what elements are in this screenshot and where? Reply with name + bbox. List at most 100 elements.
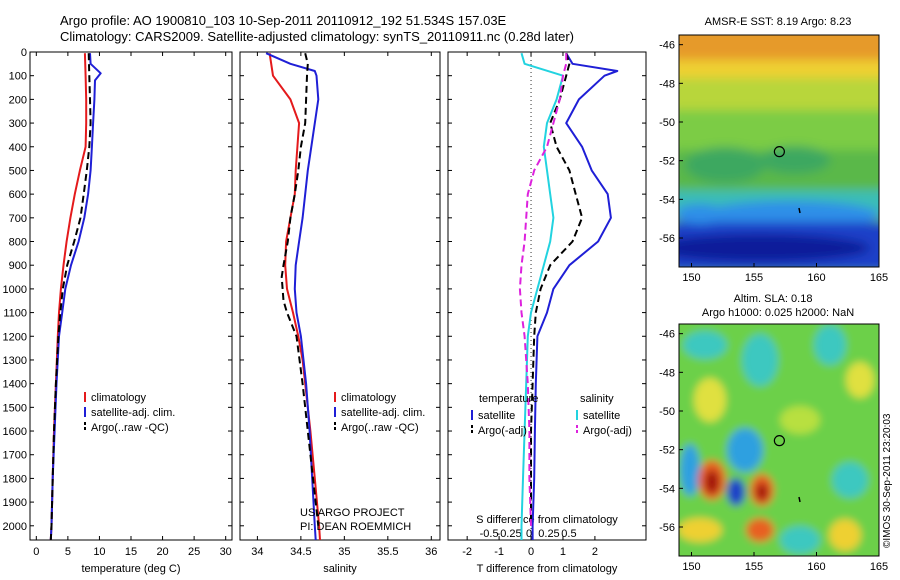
map-y-tick-label: -56 (659, 233, 675, 245)
y-tick-label: 1100 (3, 308, 27, 320)
legend-entry: Argo(..raw -QC) (341, 422, 419, 434)
plot-frame (447, 51, 647, 541)
series-line (531, 52, 619, 540)
legend-entry: climatology (91, 392, 147, 404)
sla-map-title: Altim. SLA: 0.18 (734, 293, 813, 305)
secondary-tick-label: -0.5 (480, 528, 499, 540)
legend-entry: satellite (478, 410, 515, 422)
sla-map-panel: Altim. SLA: 0.18 Argo h1000: 0.025 h2000… (659, 293, 888, 573)
y-tick-label: 1600 (3, 426, 27, 438)
sla-map-subtitle: Argo h1000: 0.025 h2000: NaN (702, 307, 854, 319)
sst-trajectory-mark (798, 207, 801, 214)
y-tick-label: 2000 (3, 521, 27, 533)
series-line (518, 53, 568, 526)
series-line (49, 53, 92, 541)
y-tick-label: 1400 (3, 379, 27, 391)
x-tick-label: -1 (494, 546, 504, 558)
y-tick-label: 1500 (3, 402, 27, 414)
secondary-tick-label: 0.5 (561, 528, 576, 540)
map-y-tick-label: -56 (659, 522, 675, 534)
legend-entry: satellite-adj. clim. (91, 407, 175, 419)
sla-argo-marker (773, 435, 785, 447)
series-line (280, 52, 320, 526)
legend-entry: Argo(-adj) (478, 425, 527, 437)
x-tick-label: 25 (188, 546, 200, 558)
y-tick-label: 500 (9, 165, 27, 177)
sst-argo-marker (773, 146, 785, 158)
series-line (520, 52, 564, 540)
map-x-tick-label: 160 (807, 272, 825, 284)
y-tick-label: 1300 (3, 355, 27, 367)
legend-title: salinity (580, 393, 614, 405)
legend-entry: satellite-adj. clim. (341, 407, 425, 419)
map-x-tick-label: 165 (870, 561, 888, 573)
y-tick-label: 900 (9, 260, 27, 272)
y-tick-label: 0 (21, 47, 27, 59)
map-x-tick-label: 150 (682, 561, 700, 573)
imos-credit: ©IMOS 30-Sep-2011 23:20:03 (882, 413, 893, 548)
x-tick-label: 34.5 (290, 546, 311, 558)
x-tick-label: 35 (338, 546, 350, 558)
x-tick-label: 1 (560, 546, 566, 558)
y-tick-label: 200 (9, 94, 27, 106)
legend-entry: climatology (341, 392, 397, 404)
y-tick-label: 100 (9, 71, 27, 83)
y-tick-label: 800 (9, 237, 27, 249)
legend-entry: Argo(-adj) (583, 425, 632, 437)
sst-map-field (679, 35, 879, 267)
map-y-tick-label: -50 (659, 117, 675, 129)
map-y-tick-label: -52 (659, 445, 675, 457)
x-tick-label: 20 (156, 546, 168, 558)
map-x-tick-label: 155 (745, 272, 763, 284)
y-tick-label: 300 (9, 118, 27, 130)
y-tick-label: 600 (9, 189, 27, 201)
map-y-tick-label: -48 (659, 367, 675, 379)
y-tick-label: 700 (9, 213, 27, 225)
sla-trajectory-mark (798, 496, 801, 503)
salinity-panel: 34 34.5 35 35.5 36 salinity climatology satelli… (239, 51, 441, 575)
x-tick-label: 0 (528, 546, 534, 558)
map-x-tick-label: 160 (807, 561, 825, 573)
secondary-axis-label: S difference from climatology (476, 514, 618, 526)
x-tick-label: 34 (251, 546, 263, 558)
x-axis-label: salinity (323, 563, 357, 575)
x-tick-label: -2 (462, 546, 472, 558)
legend-entry: satellite (583, 410, 620, 422)
sst-map-panel: AMSR-E SST: 8.19 Argo: 8.23 150 155 160 165… (659, 16, 888, 284)
temperature-panel: 0100200300400500600700800900100011001200… (3, 47, 233, 575)
y-tick-label: 1800 (3, 473, 27, 485)
x-tick-label: 0 (33, 546, 39, 558)
map-y-tick-label: -54 (659, 194, 675, 206)
plot-frame (239, 51, 441, 541)
y-tick-label: 400 (9, 142, 27, 154)
map-x-tick-label: 155 (745, 561, 763, 573)
map-y-tick-label: -48 (659, 78, 675, 90)
map-x-tick-label: 165 (870, 272, 888, 284)
y-tick-label: 1000 (3, 284, 27, 296)
x-axis-label: T difference from climatology (477, 563, 618, 575)
map-y-tick-label: -46 (659, 40, 675, 52)
credit-project: US ARGO PROJECT (300, 507, 405, 519)
secondary-tick-label: 0 (526, 528, 532, 540)
credit-pi: PI: DEAN ROEMMICH (300, 521, 411, 533)
secondary-tick-label: 0.25 (538, 528, 559, 540)
map-y-tick-label: -46 (659, 329, 675, 341)
figure-title-line1: Argo profile: AO 1900810_103 10-Sep-2011… (60, 13, 507, 28)
x-tick-label: 5 (65, 546, 71, 558)
x-tick-label: 30 (220, 546, 232, 558)
y-tick-label: 1900 (3, 497, 27, 509)
x-tick-label: 35.5 (377, 546, 398, 558)
x-tick-label: 15 (125, 546, 137, 558)
sla-map-field (679, 324, 879, 556)
x-tick-label: 2 (592, 546, 598, 558)
x-tick-label: 10 (93, 546, 105, 558)
series-line (49, 53, 102, 541)
x-axis-label: temperature (deg C) (81, 563, 180, 575)
difference-panel: -2 -1 0 1 2 T difference from climatology S di… (447, 51, 647, 575)
y-tick-label: 1700 (3, 450, 27, 462)
y-tick-label: 1200 (3, 331, 27, 343)
figure-title-line2: Climatology: CARS2009. Satellite-adjuste… (60, 29, 574, 44)
map-x-tick-label: 150 (682, 272, 700, 284)
map-y-tick-label: -50 (659, 406, 675, 418)
x-tick-label: 36 (425, 546, 437, 558)
